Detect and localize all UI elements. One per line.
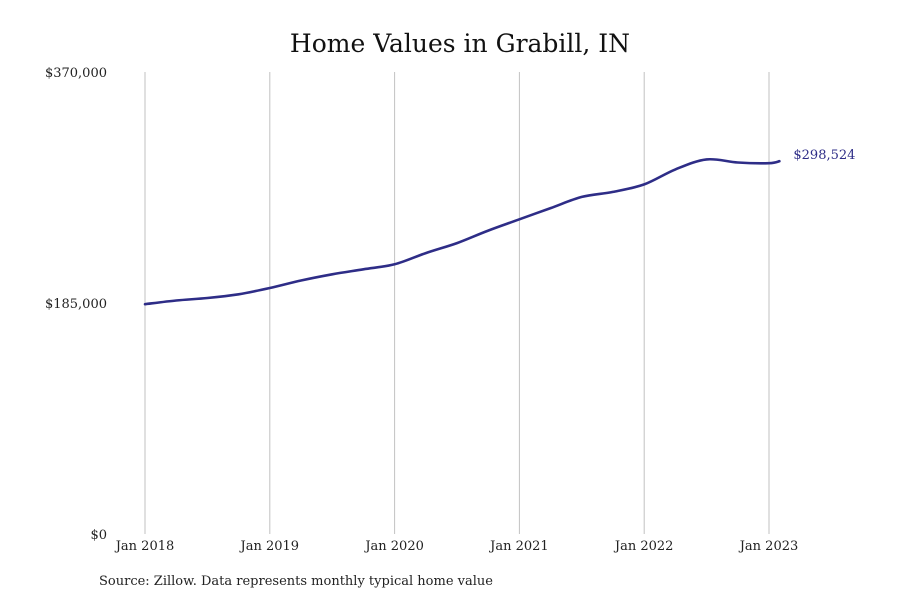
y-tick-label: $185,000	[45, 297, 107, 312]
y-tick-label: $0	[90, 528, 107, 543]
x-tick-label: Jan 2019	[239, 539, 300, 554]
grid-lines	[144, 72, 770, 534]
x-tick-label: Jan 2018	[114, 539, 175, 554]
y-tick-label: $370,000	[45, 66, 107, 81]
source-note: Source: Zillow. Data represents monthly …	[99, 574, 493, 589]
series-layer: $298,524	[143, 148, 855, 306]
x-tick-label: Jan 2020	[363, 539, 424, 554]
x-tick-label: Jan 2022	[613, 539, 674, 554]
x-tick-label: Jan 2023	[738, 539, 799, 554]
x-tick-label: Jan 2021	[488, 539, 549, 554]
x-axis-tick-labels: Jan 2018 Jan 2019 Jan 2020 Jan 2021 Jan 2022…	[114, 539, 799, 554]
home-value-line	[143, 157, 781, 306]
chart-title: Home Values in Grabill, IN	[290, 29, 630, 58]
y-axis-tick-labels: $0 $185,000 $370,000	[45, 66, 107, 543]
end-value-label: $298,524	[793, 148, 855, 163]
